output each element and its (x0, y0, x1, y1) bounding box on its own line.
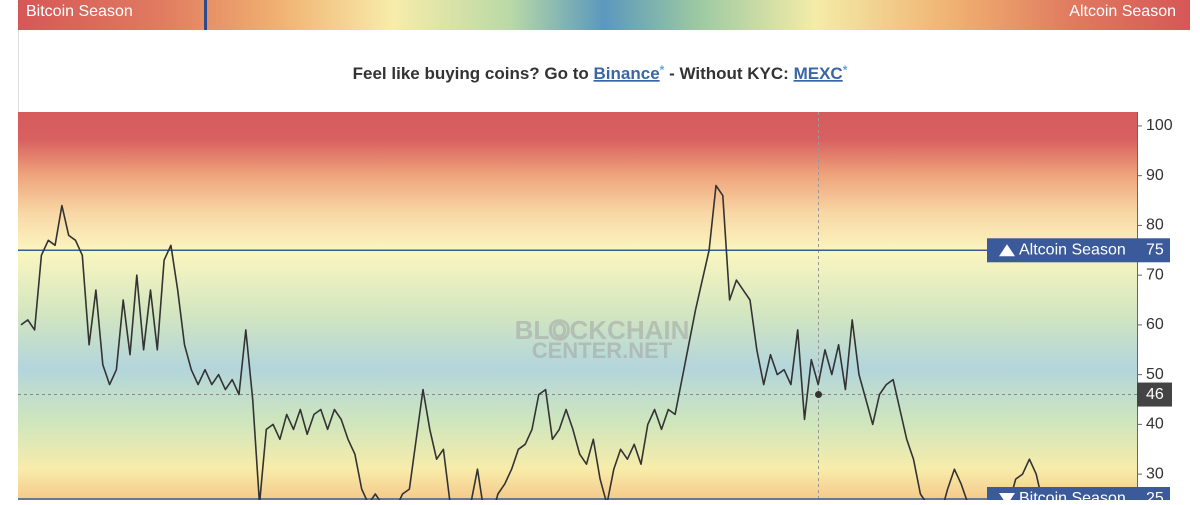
threshold-value: 25 (1146, 490, 1164, 500)
binance-link[interactable]: Binance (594, 64, 660, 83)
threshold-arrow (999, 244, 1015, 257)
footnote-star: * (660, 63, 665, 77)
promo: Feel like buying coins? Go to Binance* -… (353, 60, 848, 83)
plot-background (18, 112, 1137, 500)
gauge-right-label: Altcoin Season (1069, 3, 1176, 20)
promo-text: - Without KYC: (669, 64, 789, 83)
promo-text: Feel like buying coins? Go to (353, 64, 589, 83)
threshold-value: 75 (1146, 242, 1164, 259)
series-line (20, 184, 1043, 500)
y-tick-label: 80 (1146, 217, 1164, 234)
y-tick-label: 70 (1146, 266, 1164, 283)
y-tick-label: 30 (1146, 465, 1164, 482)
watermark: CKCHAIN (570, 315, 690, 345)
footnote-star: * (843, 63, 848, 77)
y-tick-label: 60 (1146, 316, 1164, 333)
y-tick-label: 100 (1146, 117, 1173, 134)
y-tick-label: 40 (1146, 416, 1164, 433)
watermark: BLOCKCHAIN (515, 315, 690, 345)
threshold-label: Altcoin Season (1019, 242, 1126, 259)
mexc-link[interactable]: MEXC (794, 64, 843, 83)
threshold-label-box (987, 238, 1170, 263)
plot-area (18, 184, 1137, 500)
threshold-arrow (999, 493, 1015, 505)
gauge-left-label: Bitcoin Season (26, 3, 133, 20)
watermark: BL (515, 315, 550, 345)
y-tick-label: 90 (1146, 167, 1164, 184)
gauge-bar (18, 0, 1190, 30)
current-value-box (1137, 382, 1172, 407)
threshold-label: Bitcoin Season (1019, 490, 1126, 500)
gauge-indicator (204, 0, 208, 30)
current-value-label: 46 (1146, 386, 1164, 403)
y-tick-label: 50 (1146, 366, 1164, 383)
watermark: CENTER.NET (532, 338, 673, 363)
crosshair-dot (815, 391, 822, 399)
